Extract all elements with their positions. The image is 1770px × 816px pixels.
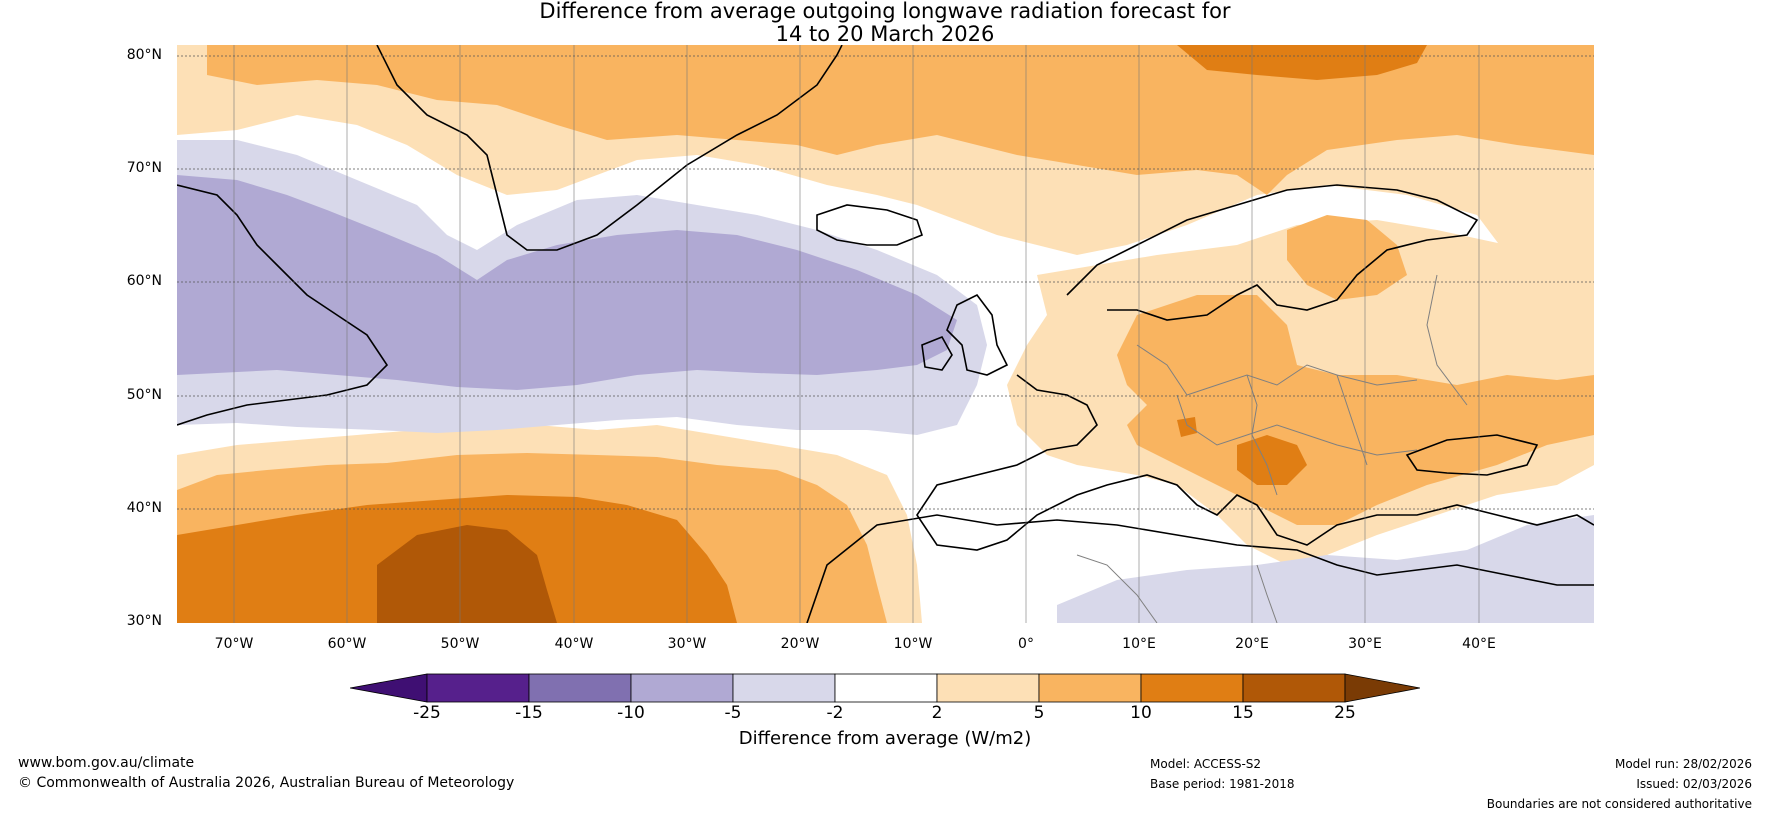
lon-label-40w: 40°W xyxy=(554,636,594,652)
website-link[interactable]: www.bom.gov.au/climate xyxy=(18,755,195,771)
colorbar-bin-3 xyxy=(630,673,734,703)
europe-coast xyxy=(916,374,1594,551)
title-line-1: Difference from average outgoing longwav… xyxy=(539,0,1231,23)
colorbar-bin-5 xyxy=(834,673,938,703)
ireland-coast xyxy=(921,335,953,371)
model-run: Model run: 28/02/2026 xyxy=(1614,757,1752,771)
colorbar-tick: -2 xyxy=(826,703,844,723)
canada-coast xyxy=(177,184,389,426)
lon-label-60w: 60°W xyxy=(327,636,367,652)
boundaries-disclaimer: Boundaries are not considered authoritat… xyxy=(1486,797,1752,811)
colorbar-tick: 10 xyxy=(1130,703,1152,723)
colorbar-tick: -5 xyxy=(724,703,742,723)
lat-label-60n: 60°N xyxy=(126,273,162,289)
colorbar xyxy=(350,673,1420,703)
colorbar-bin-6 xyxy=(936,673,1040,703)
orange-dark-balkans xyxy=(1237,435,1307,485)
orange-mid-scandinavia xyxy=(1287,215,1407,300)
colorbar-tick: -25 xyxy=(413,703,441,723)
colorbar-tick: 15 xyxy=(1232,703,1254,723)
colorbar-bin-8 xyxy=(1140,673,1244,703)
graticule xyxy=(233,45,1480,623)
issued-date: Issued: 02/03/2026 xyxy=(1636,777,1752,791)
africa-coast xyxy=(806,514,1594,623)
scandinavia-coast xyxy=(1066,184,1479,321)
iceland-coast xyxy=(816,204,923,246)
lon-label-50w: 50°W xyxy=(440,636,480,652)
lon-label-20w: 20°W xyxy=(780,636,820,652)
country-borders xyxy=(1076,274,1468,623)
coastlines xyxy=(177,45,1594,623)
black-sea-coast xyxy=(1405,434,1539,476)
lat-label-40n: 40°N xyxy=(126,500,162,516)
anomaly-map xyxy=(177,45,1594,623)
lat-label-80n: 80°N xyxy=(126,47,162,63)
orange-dark-north xyxy=(1177,45,1427,80)
lat-label-30n: 30°N xyxy=(126,613,162,629)
colorbar-tick: 25 xyxy=(1334,703,1356,723)
lon-label-20e: 20°E xyxy=(1235,636,1269,652)
colorbar-label: Difference from average (W/m2) xyxy=(738,728,1032,749)
colorbar-bin-4 xyxy=(732,673,836,703)
purple-mid-atlantic xyxy=(177,175,957,390)
uk-coast xyxy=(946,293,1009,376)
copyright-text: © Commonwealth of Australia 2026, Austra… xyxy=(18,775,515,791)
orange-dark-hungary xyxy=(1177,417,1197,437)
lat-label-70n: 70°N xyxy=(126,160,162,176)
lon-label-0: 0° xyxy=(1018,636,1034,652)
colorbar-extend-high xyxy=(1344,673,1420,703)
lon-label-40e: 40°E xyxy=(1462,636,1496,652)
base-period: Base period: 1981-2018 xyxy=(1150,777,1295,791)
orange-mid-europe xyxy=(1117,295,1594,525)
colorbar-bin-2 xyxy=(528,673,632,703)
colorbar-extend-low xyxy=(350,673,428,703)
lon-label-30w: 30°W xyxy=(667,636,707,652)
lon-label-10e: 10°E xyxy=(1122,636,1156,652)
lon-label-10w: 10°W xyxy=(893,636,933,652)
title-line-2: 14 to 20 March 2026 xyxy=(775,22,995,46)
orange-mid-north xyxy=(207,45,1594,195)
purple-light-mediterranean xyxy=(1057,515,1594,623)
parallels xyxy=(177,55,1594,510)
brown-south xyxy=(377,525,557,623)
colorbar-tick: 5 xyxy=(1033,703,1045,723)
colorbar-tick: 2 xyxy=(931,703,943,723)
colorbar-bin-7 xyxy=(1038,673,1142,703)
colorbar-bin-1 xyxy=(426,673,530,703)
colorbar-tick: -15 xyxy=(515,703,543,723)
lon-label-70w: 70°W xyxy=(214,636,254,652)
lon-label-30e: 30°E xyxy=(1348,636,1382,652)
colorbar-tick: -10 xyxy=(617,703,645,723)
colorbar-bin-9 xyxy=(1242,673,1346,703)
lat-label-50n: 50°N xyxy=(126,387,162,403)
model-name: Model: ACCESS-S2 xyxy=(1150,757,1262,771)
greenland-coast xyxy=(376,45,843,251)
chart-title: Difference from average outgoing longwav… xyxy=(0,0,1770,46)
